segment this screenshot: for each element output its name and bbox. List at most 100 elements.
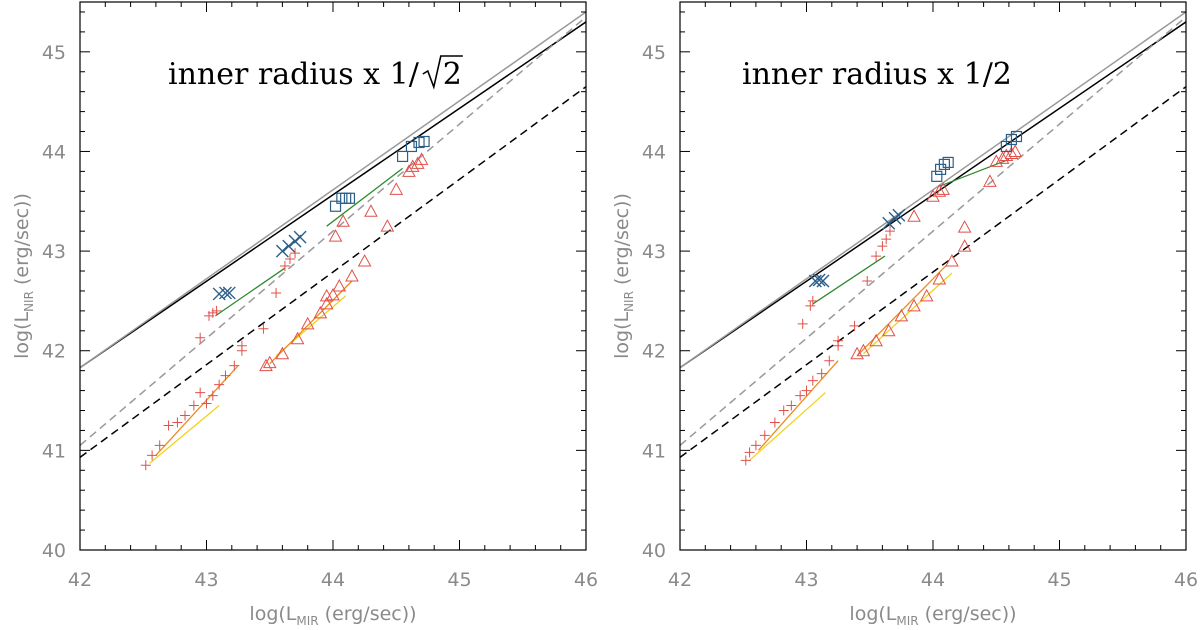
point-plus — [795, 390, 806, 401]
point-plus — [740, 455, 751, 466]
chart-title: inner radius x 1/2 — [742, 57, 1012, 92]
point-triangle — [926, 189, 940, 202]
point-plus — [884, 226, 895, 237]
ref-line-solid-black — [680, 21, 1186, 369]
point-triangle — [389, 182, 404, 195]
point-triangle — [1008, 144, 1023, 157]
point-plus — [201, 398, 212, 409]
point-plus — [236, 340, 247, 351]
x-axis-label: log(LMIR (erg/sec)) — [249, 603, 416, 628]
plot-area — [680, 11, 1186, 466]
point-plus — [188, 400, 199, 411]
series-triangles — [259, 152, 429, 372]
point-triangle — [326, 287, 340, 301]
point-plus — [769, 417, 780, 428]
point-triangle — [275, 346, 290, 360]
panel-2: 42 43 44 45 46 40 41 42 43 44 45 log(LMIR (erg/sec)… — [611, 1, 1198, 628]
point-plus — [877, 241, 888, 252]
point-triangle — [945, 254, 959, 267]
point-square — [942, 156, 954, 169]
point-square — [1010, 130, 1023, 143]
track-green-1 — [812, 255, 886, 305]
point-cross — [812, 273, 826, 287]
point-triangle — [345, 268, 359, 282]
point-plus — [778, 405, 789, 416]
ref-line-dashed-gray — [80, 16, 586, 446]
point-plus — [163, 420, 174, 431]
track-orange-2 — [269, 280, 353, 365]
point-triangle — [856, 343, 871, 357]
track-yellow-1 — [749, 392, 826, 461]
series-cross-pluses — [140, 248, 301, 471]
x-tick-label: 43 — [794, 569, 818, 591]
point-triangle — [957, 220, 972, 233]
point-plus — [744, 447, 755, 458]
point-triangle — [869, 333, 883, 347]
point-plus — [214, 379, 225, 390]
point-triangle — [983, 174, 997, 187]
point-triangle — [932, 271, 947, 285]
point-triangle — [328, 229, 343, 242]
y-tick-label: 43 — [642, 241, 666, 263]
x-tick-label: 46 — [574, 569, 598, 591]
point-triangle — [380, 219, 395, 232]
point-triangle — [999, 148, 1014, 161]
point-triangle — [881, 323, 896, 337]
point-cross — [293, 230, 307, 244]
x-tick-label: 46 — [1174, 569, 1198, 591]
y-axis-label: log(LNIR (erg/sec)) — [611, 193, 636, 359]
x-tick-label: 44 — [921, 569, 945, 591]
point-cross — [218, 286, 232, 300]
point-plus — [195, 387, 206, 398]
point-cross — [816, 274, 830, 288]
x-tick-label: 42 — [668, 569, 692, 591]
track-yellow-1 — [149, 405, 220, 464]
point-triangle — [332, 278, 347, 292]
point-plus — [807, 375, 818, 386]
series-crosses — [212, 230, 307, 301]
point-plus — [229, 360, 240, 371]
point-plus — [258, 323, 269, 334]
point-plus — [805, 300, 816, 311]
point-triangle — [936, 182, 950, 195]
point-cross — [275, 244, 289, 258]
track-orange-1 — [757, 360, 839, 451]
point-triangle — [364, 204, 378, 217]
ref-line-dashed-black — [80, 86, 586, 458]
point-triangle — [1004, 146, 1019, 159]
y-tick-label: 40 — [642, 540, 666, 562]
ref-line-solid-black — [80, 21, 586, 369]
point-cross — [882, 216, 896, 230]
point-plus — [220, 370, 231, 381]
point-square — [343, 192, 356, 204]
point-plus — [211, 305, 222, 316]
point-triangle — [932, 184, 947, 197]
track-green-2 — [326, 167, 403, 227]
y-tick-label: 45 — [642, 42, 666, 64]
point-triangle — [319, 296, 334, 310]
y-axis-label: log(LNIR (erg/sec)) — [11, 193, 36, 359]
y-tick-label: 44 — [642, 141, 666, 163]
point-plus — [862, 275, 873, 286]
point-plus — [824, 355, 835, 366]
ref-line-dashed-gray — [680, 16, 1186, 446]
point-triangle — [290, 331, 305, 345]
series-squares — [329, 135, 430, 212]
point-plus — [279, 261, 290, 272]
point-plus — [807, 295, 818, 306]
point-plus — [801, 385, 812, 396]
point-plus — [786, 400, 797, 411]
point-plus — [759, 430, 770, 441]
y-tick-label: 40 — [42, 540, 66, 562]
point-plus — [147, 450, 158, 461]
point-plus — [881, 234, 892, 245]
ref-line-solid-gray — [80, 11, 586, 369]
x-tick-label: 43 — [194, 569, 218, 591]
point-plus — [290, 248, 301, 259]
point-plus — [271, 287, 282, 298]
x-axis-label: log(LMIR (erg/sec)) — [849, 603, 1016, 628]
y-tick-label: 45 — [42, 42, 66, 64]
series-triangles — [850, 144, 1023, 360]
point-square — [396, 150, 409, 163]
